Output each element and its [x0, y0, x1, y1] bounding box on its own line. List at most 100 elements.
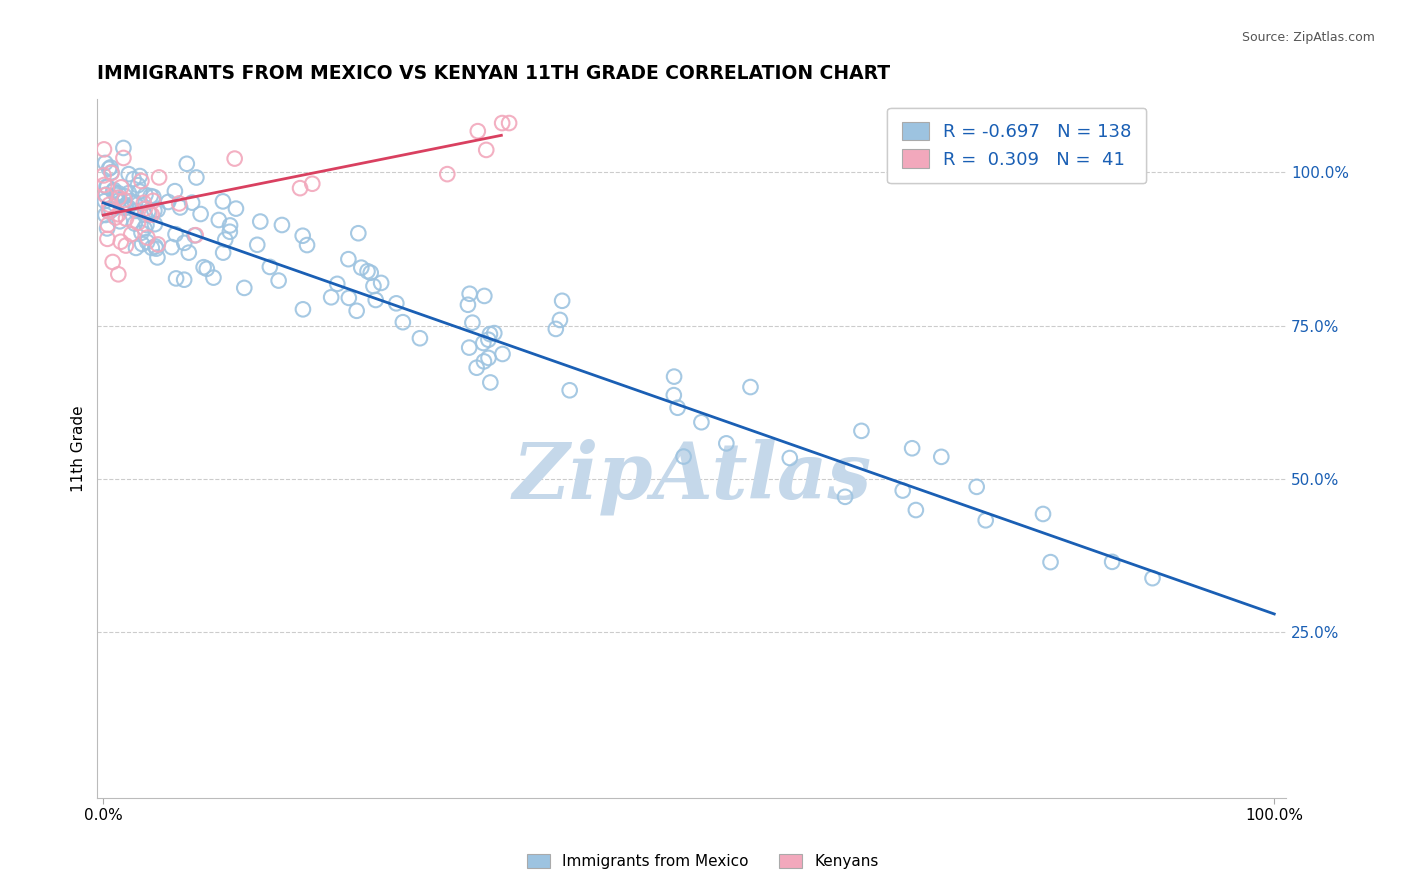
- Point: [115, 198, 138, 212]
- Point: [118, 186, 141, 200]
- Point: [134, 208, 156, 222]
- Point: [107, 186, 129, 201]
- Point: [295, 238, 318, 252]
- Point: [108, 191, 131, 205]
- Point: [370, 276, 392, 290]
- Point: [141, 241, 163, 255]
- Point: [115, 238, 138, 252]
- Point: [96, 221, 118, 235]
- Point: [148, 170, 170, 185]
- Point: [134, 187, 156, 202]
- Point: [169, 201, 191, 215]
- Point: [112, 151, 135, 165]
- Point: [834, 490, 856, 504]
- Point: [183, 228, 205, 243]
- Point: [202, 270, 225, 285]
- Point: [103, 185, 125, 199]
- Point: [672, 450, 695, 464]
- Point: [267, 274, 290, 288]
- Point: [662, 369, 685, 384]
- Point: [136, 230, 159, 244]
- Point: [138, 207, 160, 221]
- Point: [173, 273, 195, 287]
- Point: [98, 204, 121, 219]
- Point: [145, 239, 167, 253]
- Point: [141, 208, 163, 222]
- Point: [301, 177, 323, 191]
- Point: [108, 214, 131, 228]
- Point: [143, 217, 166, 231]
- Point: [97, 161, 120, 176]
- Point: [94, 156, 117, 170]
- Point: [1142, 571, 1164, 585]
- Text: ZipAtlas: ZipAtlas: [512, 438, 872, 515]
- Point: [157, 194, 180, 209]
- Point: [1032, 507, 1054, 521]
- Point: [110, 235, 132, 249]
- Point: [337, 252, 360, 267]
- Point: [145, 242, 167, 256]
- Point: [246, 237, 269, 252]
- Point: [98, 204, 121, 219]
- Point: [118, 167, 141, 181]
- Point: [363, 279, 385, 293]
- Point: [98, 198, 121, 212]
- Point: [128, 185, 150, 199]
- Point: [475, 143, 498, 157]
- Point: [142, 190, 165, 204]
- Point: [134, 221, 156, 235]
- Point: [142, 194, 165, 208]
- Point: [259, 260, 281, 274]
- Point: [127, 178, 149, 193]
- Point: [364, 293, 387, 307]
- Point: [167, 196, 190, 211]
- Point: [929, 450, 952, 464]
- Point: [360, 266, 382, 280]
- Point: [177, 245, 200, 260]
- Point: [94, 208, 117, 222]
- Point: [96, 180, 118, 194]
- Point: [131, 226, 153, 240]
- Point: [346, 303, 368, 318]
- Point: [128, 169, 150, 183]
- Point: [105, 191, 128, 205]
- Point: [1101, 555, 1123, 569]
- Point: [131, 237, 153, 252]
- Point: [551, 293, 574, 308]
- Point: [125, 203, 148, 218]
- Point: [467, 124, 489, 138]
- Point: [195, 261, 218, 276]
- Point: [93, 178, 115, 192]
- Point: [225, 202, 247, 216]
- Point: [94, 194, 117, 208]
- Point: [173, 235, 195, 250]
- Point: [558, 384, 581, 398]
- Point: [146, 202, 169, 217]
- Point: [107, 268, 129, 282]
- Point: [181, 195, 204, 210]
- Point: [190, 207, 212, 221]
- Point: [212, 245, 235, 260]
- Point: [392, 315, 415, 329]
- Point: [104, 211, 127, 225]
- Point: [96, 179, 118, 194]
- Point: [904, 503, 927, 517]
- Point: [291, 228, 314, 243]
- Point: [740, 380, 762, 394]
- Point: [548, 313, 571, 327]
- Point: [249, 214, 271, 228]
- Point: [347, 226, 370, 240]
- Point: [94, 187, 117, 202]
- Point: [97, 218, 120, 232]
- Point: [120, 194, 142, 208]
- Point: [901, 442, 924, 456]
- Point: [103, 183, 125, 197]
- Point: [176, 157, 198, 171]
- Point: [96, 232, 118, 246]
- Point: [484, 326, 506, 340]
- Point: [163, 184, 186, 198]
- Point: [385, 296, 408, 310]
- Point: [326, 277, 349, 291]
- Point: [233, 281, 256, 295]
- Point: [100, 166, 122, 180]
